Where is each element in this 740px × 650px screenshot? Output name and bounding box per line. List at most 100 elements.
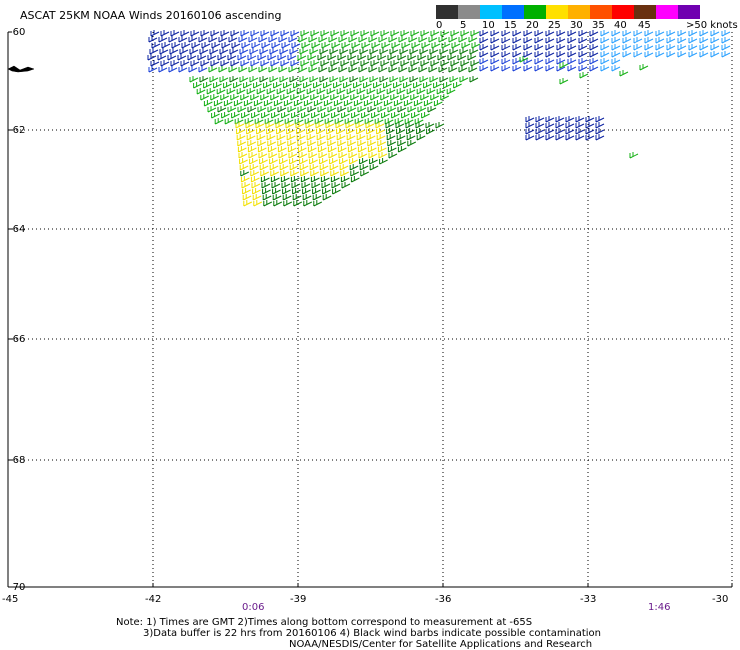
wind-barb bbox=[575, 134, 585, 141]
wind-barb bbox=[291, 182, 301, 189]
wind-barb bbox=[280, 30, 290, 37]
wind-barb bbox=[267, 146, 277, 153]
wind-barb bbox=[377, 106, 387, 113]
legend-swatch bbox=[568, 5, 590, 19]
wind-barb bbox=[167, 54, 177, 61]
wind-barb bbox=[575, 116, 585, 123]
wind-barb bbox=[267, 106, 277, 113]
wind-barb bbox=[276, 128, 285, 135]
wind-barb bbox=[699, 44, 709, 51]
wind-barb bbox=[346, 88, 356, 95]
wind-barb bbox=[253, 200, 263, 207]
wind-barb bbox=[387, 140, 397, 147]
legend-label: 0 bbox=[436, 20, 443, 31]
wind-barb bbox=[341, 112, 350, 119]
wind-barb bbox=[359, 158, 368, 165]
wind-barb bbox=[400, 94, 410, 101]
wind-barb bbox=[545, 128, 555, 135]
wind-barb bbox=[388, 36, 398, 43]
wind-barb bbox=[240, 170, 250, 177]
wind-barb bbox=[247, 146, 257, 153]
wind-barb bbox=[213, 82, 222, 89]
wind-barb bbox=[381, 42, 391, 49]
wind-barb bbox=[367, 140, 377, 147]
wind-barb bbox=[259, 48, 269, 55]
wind-barb bbox=[403, 82, 412, 89]
wind-barb bbox=[238, 152, 248, 159]
wind-barb bbox=[677, 30, 687, 37]
wind-barb bbox=[438, 36, 448, 43]
wind-barb bbox=[210, 60, 220, 67]
wind-barb bbox=[241, 182, 251, 189]
wind-barb bbox=[350, 94, 360, 101]
wind-barb bbox=[339, 158, 348, 165]
wind-barb bbox=[316, 134, 326, 141]
wind-barb bbox=[288, 152, 298, 159]
wind-barb bbox=[405, 122, 415, 129]
wind-barb bbox=[282, 194, 292, 201]
legend-label: 15 bbox=[504, 20, 517, 31]
wind-barb bbox=[379, 158, 388, 165]
wind-barb bbox=[338, 152, 348, 159]
wind-barb bbox=[330, 170, 340, 177]
wind-barb bbox=[356, 128, 365, 135]
wind-barb bbox=[600, 58, 610, 65]
wind-barb bbox=[321, 112, 330, 119]
wind-barb bbox=[655, 30, 665, 37]
wind-barb bbox=[275, 122, 285, 129]
wind-barb bbox=[158, 36, 168, 43]
wind-barb bbox=[306, 128, 315, 135]
wind-barb bbox=[415, 122, 425, 129]
wind-barb bbox=[368, 36, 378, 43]
wind-barb bbox=[398, 66, 408, 73]
wind-barb bbox=[440, 30, 450, 37]
wind-barb bbox=[203, 82, 212, 89]
wind-barb bbox=[319, 164, 329, 171]
wind-barb bbox=[285, 122, 295, 129]
wind-barb bbox=[460, 60, 470, 67]
wind-barb bbox=[210, 30, 220, 37]
wind-barb bbox=[325, 122, 335, 129]
wind-barb bbox=[180, 60, 190, 67]
wind-barb bbox=[305, 122, 315, 129]
wind-barb bbox=[359, 164, 369, 171]
wind-barb bbox=[356, 134, 366, 141]
wind-barb bbox=[260, 60, 270, 67]
wind-barb bbox=[666, 44, 676, 51]
wind-barb bbox=[270, 94, 280, 101]
wind-barb bbox=[458, 66, 468, 73]
wind-barb bbox=[490, 44, 500, 51]
wind-barb bbox=[333, 82, 342, 89]
wind-barb bbox=[187, 54, 197, 61]
wind-barb bbox=[399, 48, 409, 55]
wind-barb bbox=[330, 30, 340, 37]
wind-barb bbox=[282, 188, 291, 195]
legend-label: 35 bbox=[592, 20, 605, 31]
wind-barb bbox=[457, 54, 467, 61]
wind-barb bbox=[228, 66, 238, 73]
wind-barb bbox=[379, 48, 389, 55]
wind-barb bbox=[710, 51, 720, 58]
wind-barb bbox=[257, 106, 267, 113]
wind-barb bbox=[479, 30, 489, 37]
map-grid bbox=[7, 31, 733, 588]
wind-barb bbox=[369, 158, 378, 165]
wind-barb bbox=[408, 66, 418, 73]
wind-barb bbox=[666, 30, 676, 37]
wind-barb bbox=[468, 36, 478, 43]
wind-barb bbox=[198, 66, 208, 73]
wind-barb bbox=[448, 36, 458, 43]
wind-barb bbox=[677, 51, 687, 58]
wind-barb bbox=[273, 82, 282, 89]
wind-barb bbox=[317, 106, 327, 113]
wind-barb bbox=[306, 134, 316, 141]
wind-barb bbox=[288, 66, 298, 73]
wind-barb bbox=[622, 30, 632, 37]
wind-barb bbox=[360, 30, 370, 37]
wind-barb bbox=[373, 100, 383, 107]
note-line-3: NOAA/NESDIS/Center for Satellite Applica… bbox=[289, 639, 593, 650]
wind-barb bbox=[441, 42, 451, 49]
wind-barb bbox=[699, 37, 709, 44]
wind-barb bbox=[329, 76, 339, 83]
